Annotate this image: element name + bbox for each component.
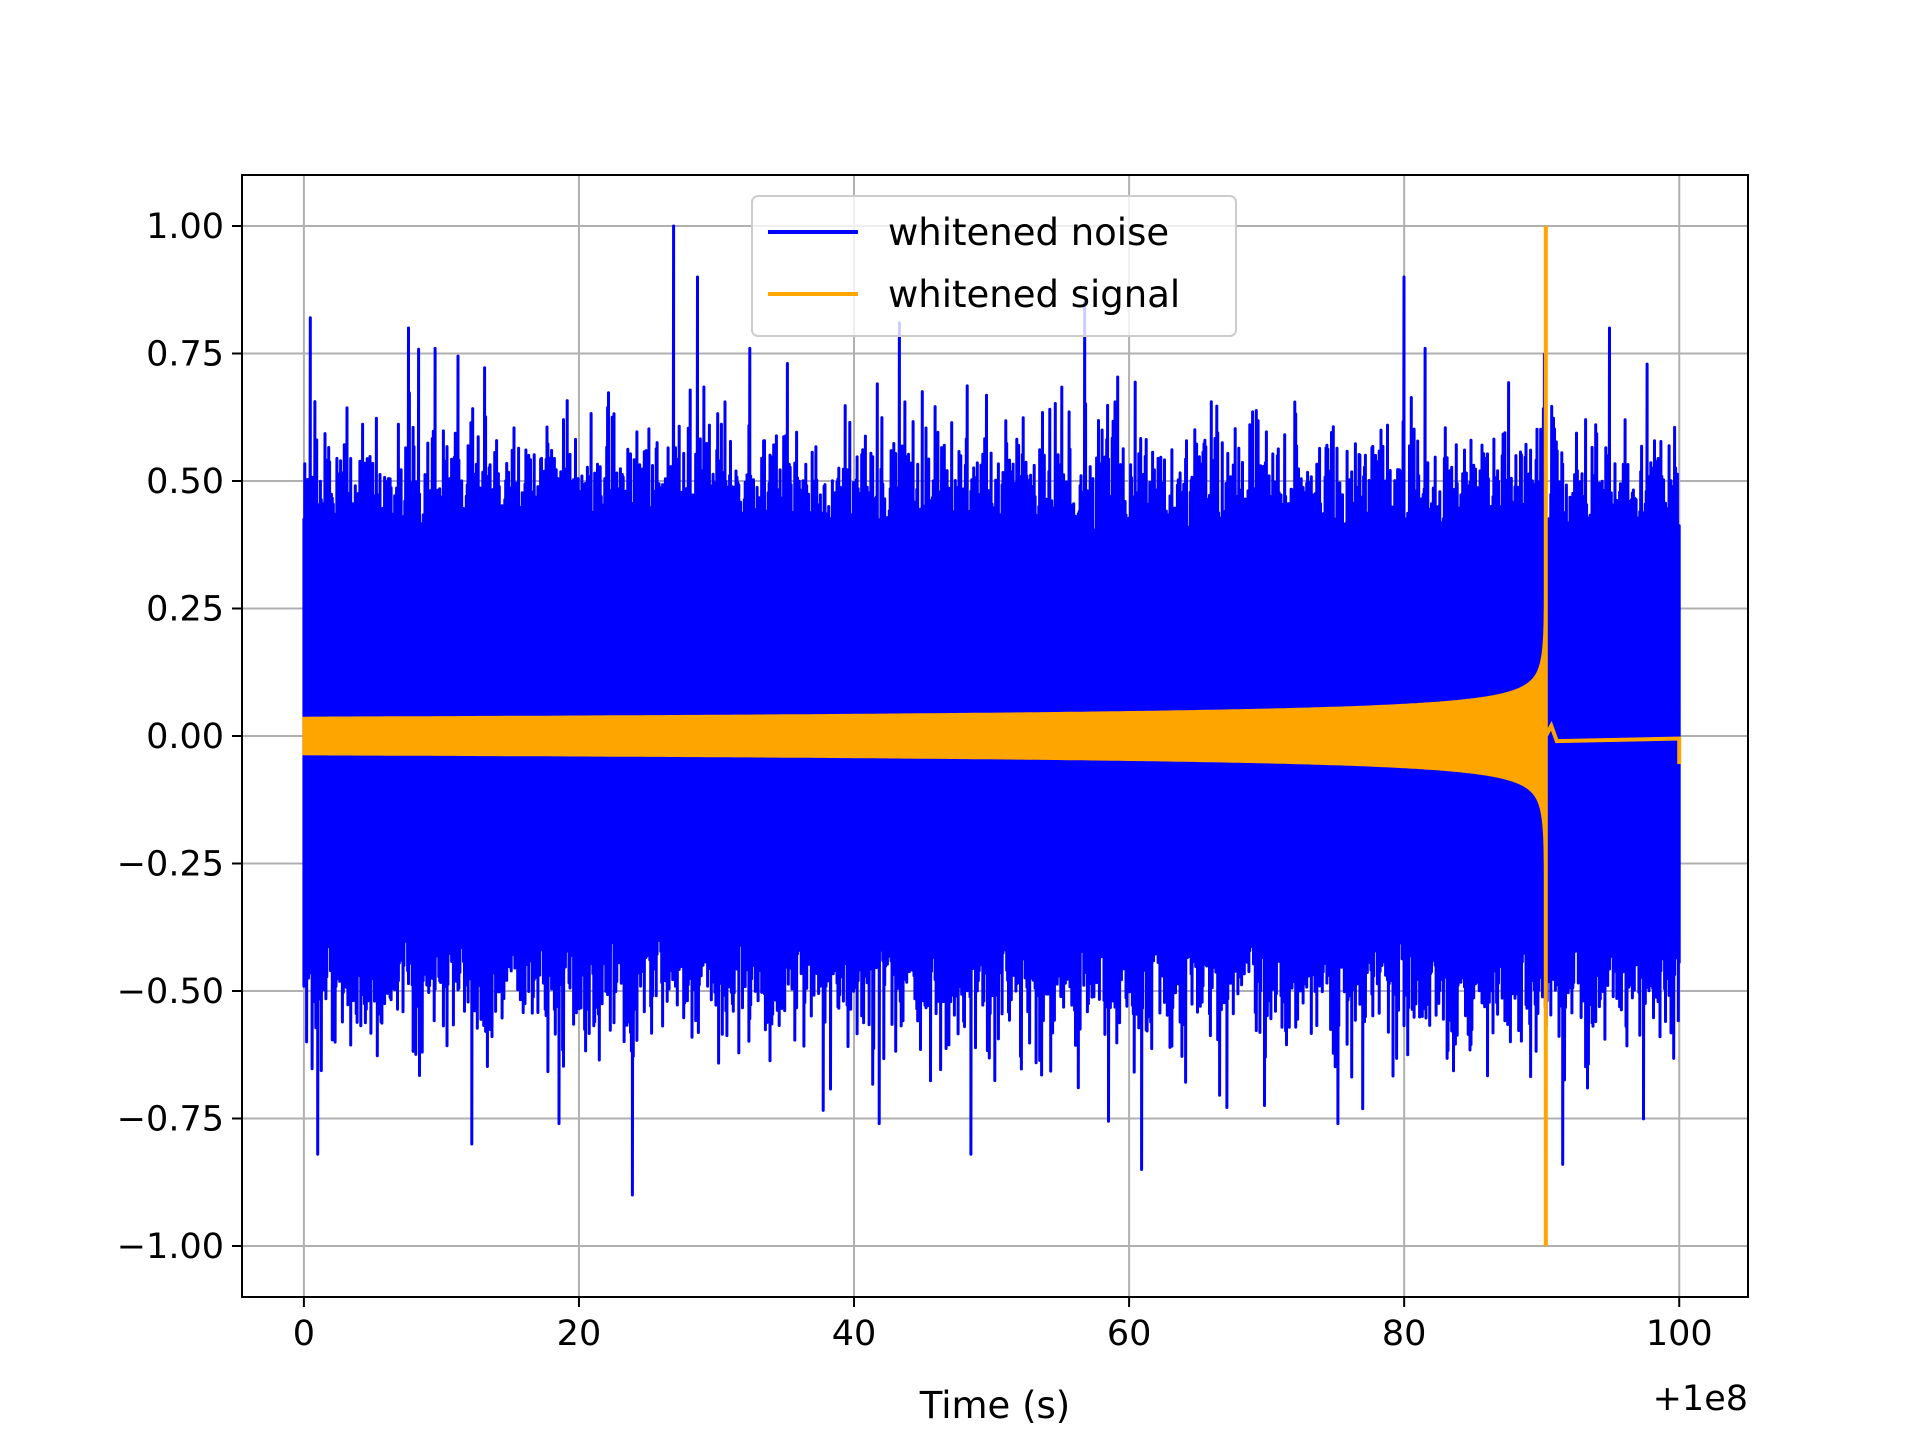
signal-ringdown xyxy=(1543,226,1682,1246)
y-tick-label: −0.75 xyxy=(117,1100,224,1140)
axis-ticks: 0 20 40 60 80 100 1.00 0.75 0.50 0.25 0.00 −0.25 −0.… xyxy=(117,207,1713,1354)
legend-label-whitened-signal: whitened signal xyxy=(888,273,1180,316)
legend-label-whitened-noise: whitened noise xyxy=(888,211,1169,254)
y-tick-label: 1.00 xyxy=(146,207,224,247)
legend-box xyxy=(751,195,1237,337)
y-tick-label: 0.50 xyxy=(146,462,224,502)
series-whitened-signal xyxy=(302,226,1682,1246)
x-tick-label: 60 xyxy=(1107,1314,1152,1354)
x-tick-label: 0 xyxy=(293,1314,315,1354)
x-tick-label: 40 xyxy=(832,1314,877,1354)
x-axis-label: Time (s) xyxy=(919,1384,1070,1427)
y-tick-label: −1.00 xyxy=(117,1227,224,1267)
legend: whitened noise whitened signal xyxy=(751,195,1237,337)
y-tick-label: 0.25 xyxy=(146,590,224,630)
x-tick-label: 80 xyxy=(1382,1314,1427,1354)
x-tick-label: 20 xyxy=(557,1314,602,1354)
y-tick-label: 0.00 xyxy=(146,717,224,757)
y-tick-label: −0.25 xyxy=(117,845,224,885)
x-tick-label: 100 xyxy=(1646,1314,1713,1354)
y-tick-label: −0.50 xyxy=(117,972,224,1012)
signal-envelope xyxy=(302,226,1548,1246)
x-axis-offset-label: +1e8 xyxy=(1653,1379,1748,1419)
y-tick-label: 0.75 xyxy=(146,335,224,375)
